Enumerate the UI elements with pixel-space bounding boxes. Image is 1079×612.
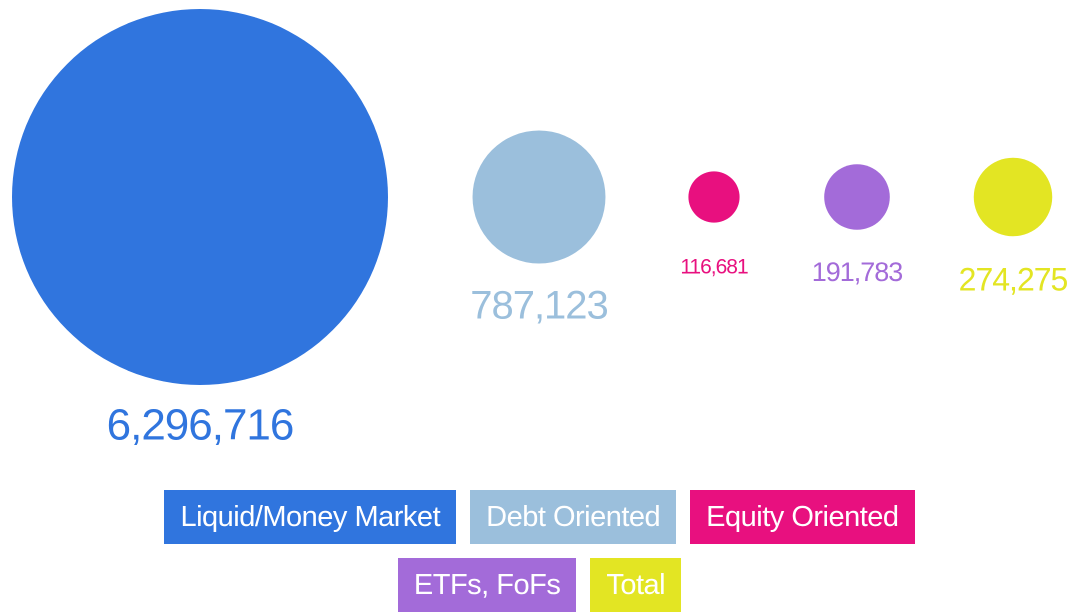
legend-item: Total <box>590 558 682 612</box>
bubble <box>12 9 388 385</box>
bubble <box>824 164 890 230</box>
value-label: 787,123 <box>470 284 608 328</box>
legend-row: Liquid/Money Market Debt Oriented Equity O… <box>0 490 1079 544</box>
legend-item: Debt Oriented <box>470 490 677 544</box>
bubble <box>973 157 1053 237</box>
value-label: 116,681 <box>680 256 748 279</box>
bubble <box>688 171 740 223</box>
bubble <box>472 130 606 264</box>
legend-item: Equity Oriented <box>690 490 915 544</box>
legend-item: ETFs, FoFs <box>397 558 577 612</box>
value-label: 6,296,716 <box>107 401 294 450</box>
chart: 6,296,716 787,123 116,681 191,783 274,275 <box>12 9 1069 450</box>
legend-item: Liquid/Money Market <box>164 490 457 544</box>
value-label: 191,783 <box>812 257 903 287</box>
value-label: 274,275 <box>959 261 1068 297</box>
legend-row: ETFs, FoFs Total <box>0 558 1079 612</box>
